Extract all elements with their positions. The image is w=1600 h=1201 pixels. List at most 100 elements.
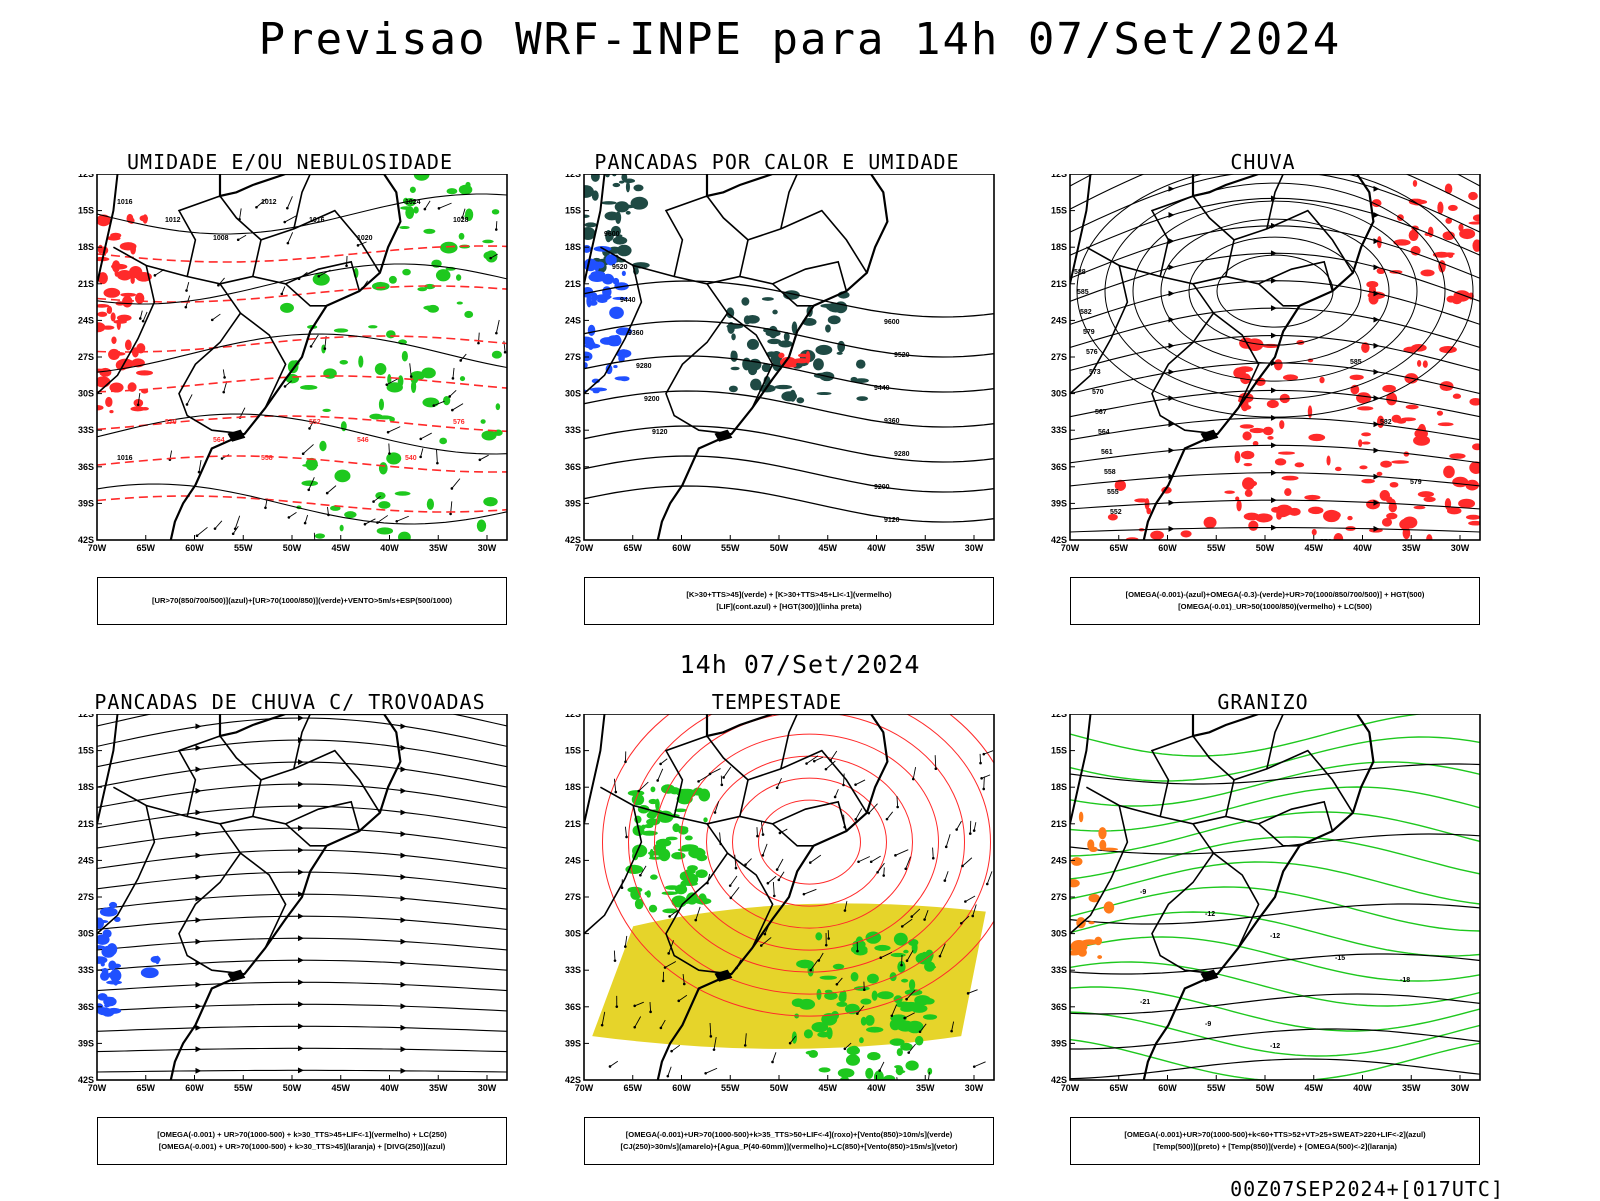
wind-vector-head — [662, 980, 665, 983]
map-content: 5885855825795765735705675645615585555525… — [1070, 174, 1483, 546]
strong-wind-area — [901, 979, 908, 983]
instability-area — [774, 385, 792, 389]
lon-label: 70W — [575, 543, 594, 553]
rain-area — [1326, 455, 1330, 465]
jet-stream-area — [592, 903, 986, 1048]
legend-line: [OMEGA(-0.001)-(azul)+OMEGA(-0.3)-(verde… — [1126, 589, 1425, 601]
omega-area — [1104, 901, 1115, 913]
streamline-arrow — [298, 958, 303, 963]
wind-vector-head — [809, 861, 812, 864]
humidity-lowlevel-area — [340, 525, 344, 532]
streamline-arrow — [298, 782, 303, 787]
lat-label: 30S — [565, 389, 581, 399]
lat-label: 18S — [1051, 782, 1067, 792]
wind-vector-head — [185, 289, 188, 292]
streamline-arrow — [1169, 239, 1174, 244]
wind-vector-head — [459, 359, 462, 362]
state-border — [294, 174, 310, 229]
strong-wind-area — [662, 909, 678, 914]
wind-vector-head — [302, 452, 305, 455]
humidity-lowlevel-area — [413, 206, 418, 213]
streamline-arrow — [298, 848, 303, 853]
lon-label: 70W — [88, 543, 107, 553]
wind-vector-head — [854, 818, 857, 821]
wind-vector — [240, 408, 245, 418]
thickness-contour — [97, 456, 507, 472]
map-content: -9-12-12-15-18-21-9-12 — [1066, 714, 1480, 1081]
lon-label: 50W — [283, 543, 302, 553]
contour-label: 9440 — [874, 385, 890, 392]
humidity-lowlevel-area — [477, 519, 486, 531]
lon-label: 40W — [380, 543, 399, 553]
rain-area — [1449, 453, 1465, 459]
humidity-lowlevel-area — [386, 330, 396, 338]
lon-label: 50W — [283, 1083, 302, 1093]
lat-label: 15S — [78, 206, 94, 216]
instability-area — [762, 297, 774, 301]
strong-wind-area — [893, 1020, 907, 1030]
wind-vector-head — [979, 762, 982, 765]
wind-vector-head — [697, 780, 700, 783]
wind-vector — [397, 516, 409, 521]
humidity-upper-area — [122, 296, 132, 308]
wind-vector-head — [980, 777, 983, 780]
lifted-index-contour — [612, 335, 621, 346]
humidity-upper-area — [125, 340, 132, 351]
rain-area — [1393, 239, 1410, 245]
divergence-area — [108, 960, 116, 970]
wind-vector — [388, 427, 400, 433]
rain-area — [1242, 431, 1251, 440]
strong-wind-area — [647, 812, 657, 819]
wind-vector-head — [154, 274, 157, 277]
humidity-upper-area — [98, 245, 103, 254]
streamline-arrow — [298, 914, 303, 919]
wind-vector — [389, 443, 390, 453]
streamline-arrow — [1169, 186, 1174, 191]
strong-wind-area — [865, 1068, 873, 1079]
rain-area — [1224, 491, 1235, 494]
instability-area — [817, 392, 832, 395]
rain-area — [1204, 517, 1217, 529]
lon-label: 50W — [1256, 1083, 1275, 1093]
wind-vector-head — [950, 1030, 953, 1033]
temp500-contour — [1070, 764, 1480, 784]
wind-vector-head — [744, 1044, 747, 1047]
streamline-arrow — [1271, 388, 1276, 393]
streamline-arrow — [1169, 291, 1174, 296]
humidity-lowlevel-area — [395, 491, 411, 495]
strong-wind-area — [685, 836, 693, 841]
state-border — [1214, 313, 1259, 408]
streamline — [1070, 445, 1480, 463]
state-border — [1152, 196, 1193, 277]
wind-vector-head — [856, 1012, 859, 1015]
wind-vector-head — [345, 264, 348, 267]
map-content: 1016101210081012101610201024102810165705… — [90, 174, 507, 543]
wind-vector-head — [326, 492, 329, 495]
state-border — [241, 853, 286, 948]
rain-area — [1413, 180, 1417, 187]
strong-wind-area — [812, 1022, 829, 1032]
lat-label: 12S — [78, 714, 94, 719]
humidity-lowlevel-area — [375, 363, 387, 375]
instability-area — [744, 315, 751, 324]
wind-vector-head — [919, 1030, 922, 1033]
streamline-arrow — [196, 810, 201, 815]
state-border — [1259, 262, 1333, 291]
wind-vector-head — [805, 762, 808, 765]
contour-label: 9360 — [628, 330, 644, 337]
wind-vector-head — [836, 983, 839, 986]
wind-vector — [933, 848, 934, 859]
rain-area — [1242, 477, 1255, 490]
lon-label: 60W — [1158, 543, 1177, 553]
streamline-arrow — [196, 1004, 201, 1009]
contour-label: 9600 — [604, 231, 620, 238]
instability-red-area — [806, 351, 811, 364]
wind-vector — [871, 856, 880, 862]
streamline-arrow — [1271, 333, 1276, 338]
lat-label: 36S — [1051, 1002, 1067, 1012]
wind-vector — [735, 855, 736, 868]
wind-vector — [763, 844, 767, 855]
height-contour — [584, 426, 994, 462]
rain-area — [1244, 463, 1253, 466]
